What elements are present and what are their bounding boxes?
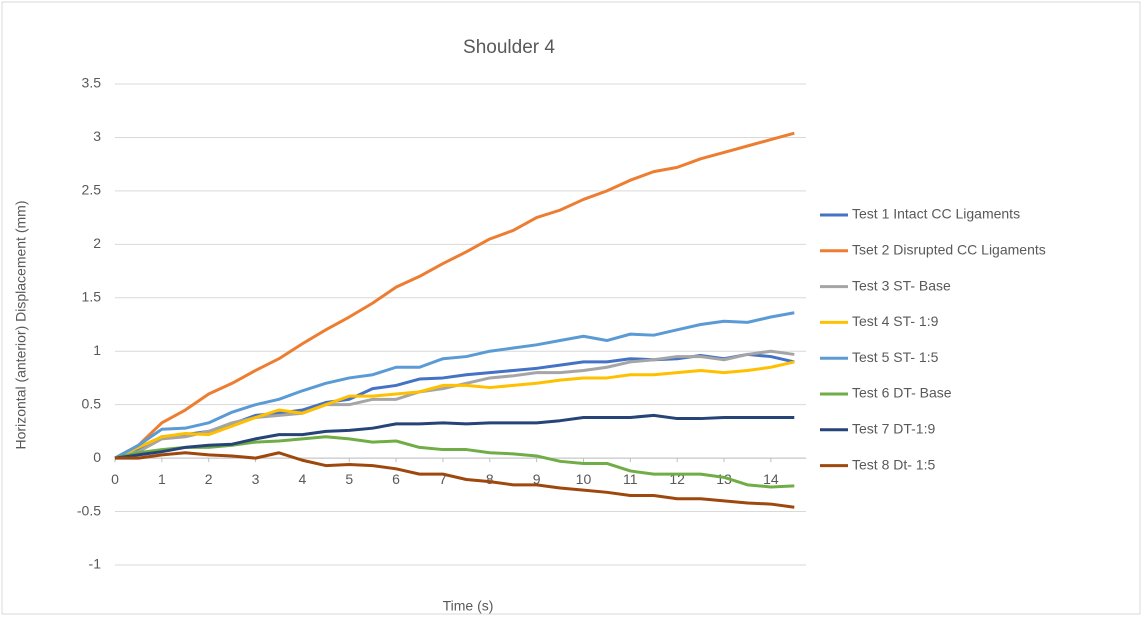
x-tick-label: 8 [486, 471, 494, 487]
y-tick-label: 3.5 [82, 75, 102, 91]
series-line [114, 311, 795, 460]
x-tick-label: 7 [439, 471, 447, 487]
x-axis-label: Time (s) [443, 598, 494, 614]
x-tick-label: 10 [576, 471, 592, 487]
series-line [114, 360, 795, 460]
y-tick-label: -0.5 [77, 502, 101, 518]
x-tick-label: 6 [392, 471, 400, 487]
legend-label: Test 1 Intact CC Ligaments [852, 206, 1020, 222]
x-tick-label: 11 [623, 471, 638, 487]
y-tick-label: 1 [93, 342, 101, 358]
x-tick-label: 9 [533, 471, 541, 487]
series-line [114, 131, 795, 460]
x-tick-label: 0 [111, 471, 119, 487]
legend-label: Test 6 DT- Base [852, 385, 952, 401]
y-tick-label: 0 [93, 449, 101, 465]
y-tick-label: 0.5 [82, 395, 102, 411]
x-tick-label: 1 [158, 471, 166, 487]
x-tick-label: 4 [298, 471, 306, 487]
y-tick-label: 2.5 [82, 182, 102, 198]
y-tick-label: 3 [93, 128, 101, 144]
legend-label: Test 5 ST- 1:5 [852, 349, 939, 365]
y-tick-label: -1 [89, 556, 102, 572]
legend-label: Tset 2 Disrupted CC Ligaments [852, 242, 1046, 258]
x-tick-label: 2 [205, 471, 213, 487]
y-tick-label: 2 [93, 235, 101, 251]
x-tick-label: 3 [252, 471, 260, 487]
chart-title: Shoulder 4 [463, 37, 555, 58]
y-tick-label: 1.5 [82, 288, 102, 304]
legend-label: Test 8 Dt- 1:5 [852, 456, 935, 472]
series-line [114, 413, 795, 460]
y-axis-label: Horizontal (anterior) Displacement (mm) [13, 201, 29, 450]
x-tick-label: 5 [345, 471, 353, 487]
legend-label: Test 3 ST- Base [852, 277, 951, 293]
x-tick-label: 14 [763, 471, 779, 487]
legend-label: Test 7 DT-1:9 [852, 421, 935, 437]
series-line [115, 451, 795, 509]
legend-label: Test 4 ST- 1:9 [852, 313, 939, 329]
